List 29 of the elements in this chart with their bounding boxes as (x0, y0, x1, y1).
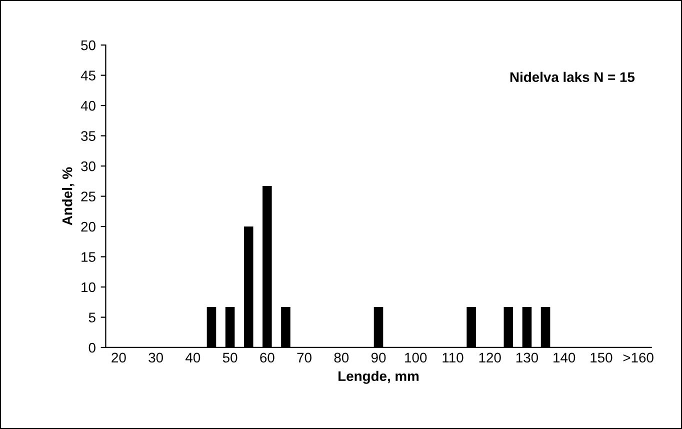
y-tick-label: 50 (81, 40, 96, 50)
y-tick-label: 25 (81, 192, 96, 202)
x-tick-label: >160 (623, 352, 654, 363)
y-tick-label: 30 (81, 161, 96, 172)
x-tick-label: 40 (186, 352, 200, 363)
x-tick-label: 90 (371, 352, 386, 363)
x-tick-label: 30 (148, 352, 163, 363)
x-tick-label: 140 (554, 352, 576, 363)
x-tick-label: 120 (479, 352, 501, 363)
y-tick-label: 15 (82, 252, 96, 262)
y-tick-label: 0 (88, 342, 96, 353)
annotation: Nidelva laks N = 15 (510, 72, 635, 82)
x-tick-label: 50 (222, 352, 238, 363)
x-tick-label: 110 (442, 352, 464, 363)
y-tick-label: 5 (88, 312, 96, 322)
y-tick-label: 20 (81, 222, 96, 232)
y-axis-title: Andel, % (62, 167, 74, 226)
x-tick-label: 150 (590, 352, 612, 363)
x-tick-label: 20 (112, 352, 126, 363)
x-axis-title: Lengde, mm (338, 370, 419, 384)
x-tick-label: 130 (516, 352, 538, 363)
x-tick-label: 100 (405, 352, 427, 363)
y-tick-label: 35 (81, 131, 96, 141)
x-tick-label: 80 (334, 352, 349, 363)
y-tick-label: 10 (82, 282, 96, 292)
x-tick-label: 60 (260, 352, 274, 363)
x-tick-label: 70 (297, 352, 312, 363)
y-tick-label: 45 (80, 70, 96, 80)
y-tick-label: 40 (80, 100, 96, 111)
